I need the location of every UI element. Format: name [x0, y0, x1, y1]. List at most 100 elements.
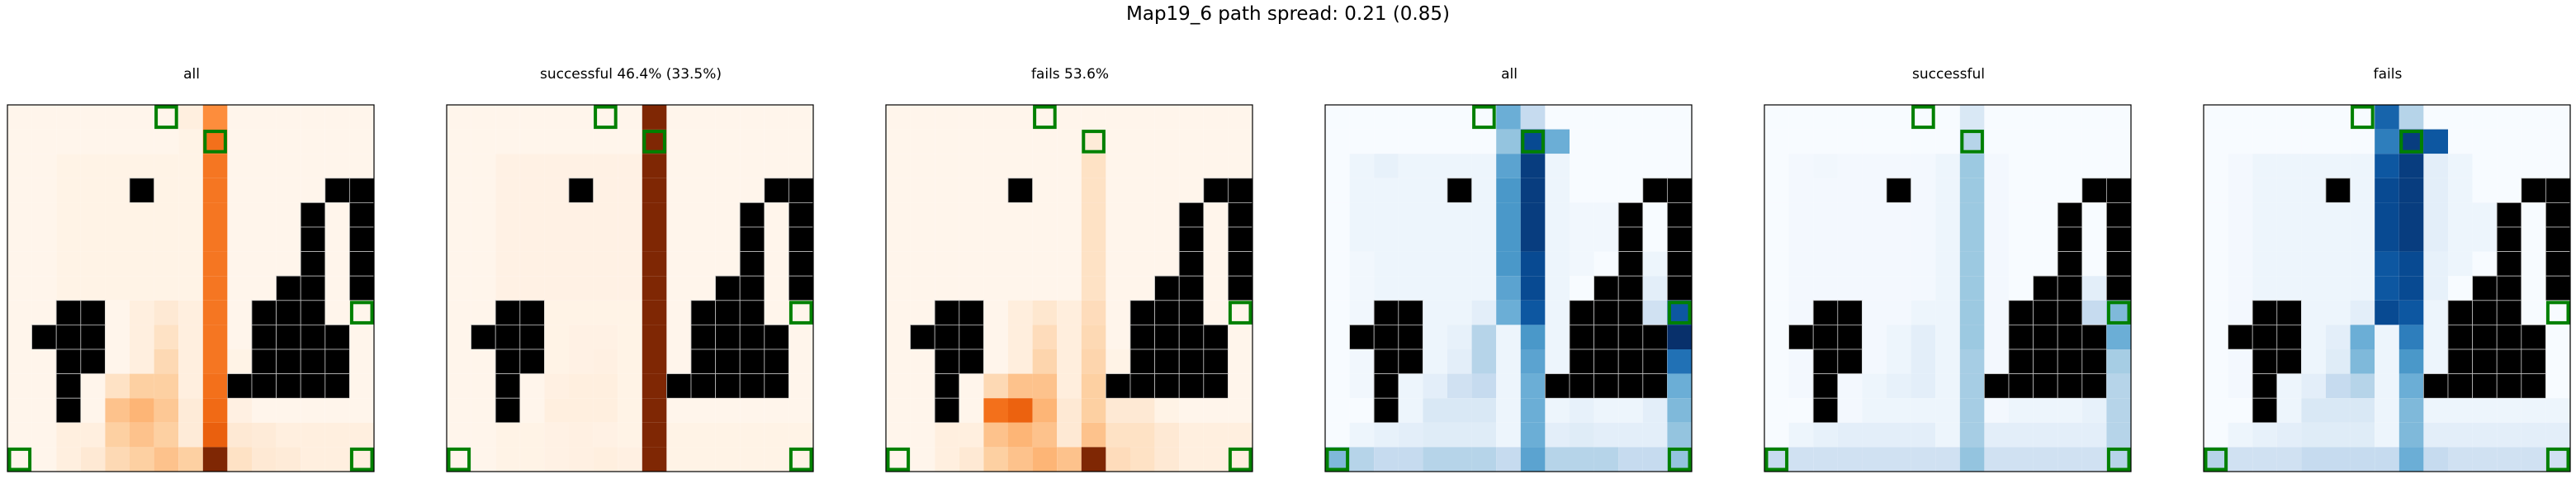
obstacle-cell — [1373, 397, 1399, 424]
heatmap-cell — [1984, 251, 2009, 277]
heatmap-cell — [666, 251, 691, 277]
heatmap-cell — [227, 325, 252, 349]
obstacle-cell — [2496, 373, 2522, 399]
heatmap-cell — [2204, 447, 2228, 472]
heatmap-cell — [7, 154, 32, 178]
heatmap-cell — [178, 349, 203, 374]
heatmap-cell — [1887, 227, 1911, 252]
heatmap-cell — [1154, 178, 1180, 203]
heatmap-cell — [1130, 447, 1155, 472]
obstacle-cell — [934, 397, 960, 424]
heatmap-cell — [1471, 447, 1497, 472]
obstacle-cell — [2105, 202, 2132, 228]
heatmap-cell — [2081, 398, 2107, 423]
heatmap-cell — [1887, 276, 1911, 301]
heatmap-cell — [349, 129, 374, 154]
obstacle-cell — [2545, 202, 2571, 228]
heatmap-cell — [2009, 447, 2034, 472]
heatmap-cell — [227, 300, 252, 325]
heatmap-cell — [56, 276, 81, 301]
heatmap-cell — [593, 227, 618, 252]
obstacle-cell — [690, 373, 717, 399]
heatmap-cell — [2276, 227, 2302, 252]
heatmap-cell — [202, 202, 228, 227]
heatmap-cell — [80, 129, 106, 154]
heatmap-cell — [178, 325, 203, 349]
heatmap-cell — [154, 325, 179, 349]
heatmap-cell — [1447, 251, 1472, 277]
obstacle-cell — [690, 349, 717, 375]
obstacle-cell — [1373, 300, 1399, 325]
heatmap-cell — [1959, 129, 1985, 154]
heatmap-cell — [910, 349, 935, 374]
obstacle-cell — [300, 226, 326, 253]
heatmap-cell — [1106, 202, 1130, 227]
heatmap-cell — [56, 422, 81, 448]
heatmap-cell — [1398, 251, 1423, 277]
heatmap-cell — [2398, 422, 2424, 448]
heatmap-cell — [1764, 154, 1789, 178]
heatmap-cell — [1984, 325, 2009, 349]
heatmap-cell — [130, 227, 154, 252]
heatmap-cell — [1667, 325, 1692, 349]
heatmap-cell — [252, 105, 277, 130]
heatmap-cell — [1570, 154, 1594, 178]
heatmap-cell — [593, 276, 618, 301]
heatmap-cell — [1447, 129, 1472, 154]
heatmap-cell — [1788, 300, 1814, 325]
heatmap-cell — [1667, 422, 1692, 448]
obstacle-cell — [1227, 178, 1253, 203]
heatmap-cell — [471, 373, 496, 399]
heatmap-cell — [569, 373, 594, 399]
goal-marker — [1472, 105, 1496, 130]
obstacle-cell — [2545, 275, 2571, 301]
heatmap-cell — [1496, 154, 1521, 178]
heatmap-cell — [569, 398, 594, 423]
heatmap-cell — [1032, 373, 1058, 399]
heatmap-cell — [2472, 202, 2498, 227]
heatmap-cell — [544, 251, 569, 277]
heatmap-cell — [1032, 398, 1058, 423]
heatmap-cell — [544, 129, 569, 154]
heatmap-cell — [1496, 251, 1521, 277]
heatmap-cell — [959, 105, 984, 130]
heatmap-cell — [80, 227, 106, 252]
heatmap-cell — [2326, 349, 2351, 374]
heatmap-cell — [2472, 129, 2498, 154]
heatmap-cell — [1837, 251, 1863, 277]
heatmap-cell — [788, 105, 813, 130]
heatmap-cell — [1032, 300, 1058, 325]
heatmap-cell — [935, 154, 959, 178]
obstacle-cell — [300, 202, 326, 228]
obstacle-cell — [1373, 324, 1399, 350]
heatmap-cell — [593, 300, 618, 325]
panel-fails-blues: fails — [2203, 0, 2572, 479]
obstacle-cell — [1837, 349, 1863, 375]
heatmap-cell — [2448, 447, 2473, 472]
heatmap-cell — [1911, 105, 1936, 130]
heatmap-cell — [1106, 300, 1130, 325]
heatmap-cell — [1032, 202, 1058, 227]
heatmap-cell — [276, 154, 301, 178]
obstacle-cell — [1373, 349, 1399, 375]
heatmap-cell — [983, 422, 1008, 448]
panel-title: fails — [2373, 66, 2403, 83]
heatmap-cell — [1813, 447, 1838, 472]
heatmap-cell — [1545, 349, 1570, 374]
heatmap-cell — [1349, 202, 1375, 227]
heatmap-cell — [154, 276, 179, 301]
heatmap-cell — [1837, 373, 1863, 399]
heatmap-cell — [1398, 154, 1423, 178]
heatmap-cell — [1325, 373, 1350, 399]
obstacle-cell — [1105, 373, 1131, 399]
heatmap-cell — [1887, 422, 1911, 448]
heatmap-cell — [910, 276, 935, 301]
heatmap-cell — [2276, 129, 2302, 154]
obstacle-cell — [1227, 251, 1253, 277]
heatmap-cell — [1570, 398, 1594, 423]
heatmap-cell — [56, 202, 81, 227]
heatmap-cell — [495, 178, 520, 203]
heatmap-cell — [495, 154, 520, 178]
heatmap-cell — [618, 276, 642, 301]
heatmap-cell — [80, 178, 106, 203]
